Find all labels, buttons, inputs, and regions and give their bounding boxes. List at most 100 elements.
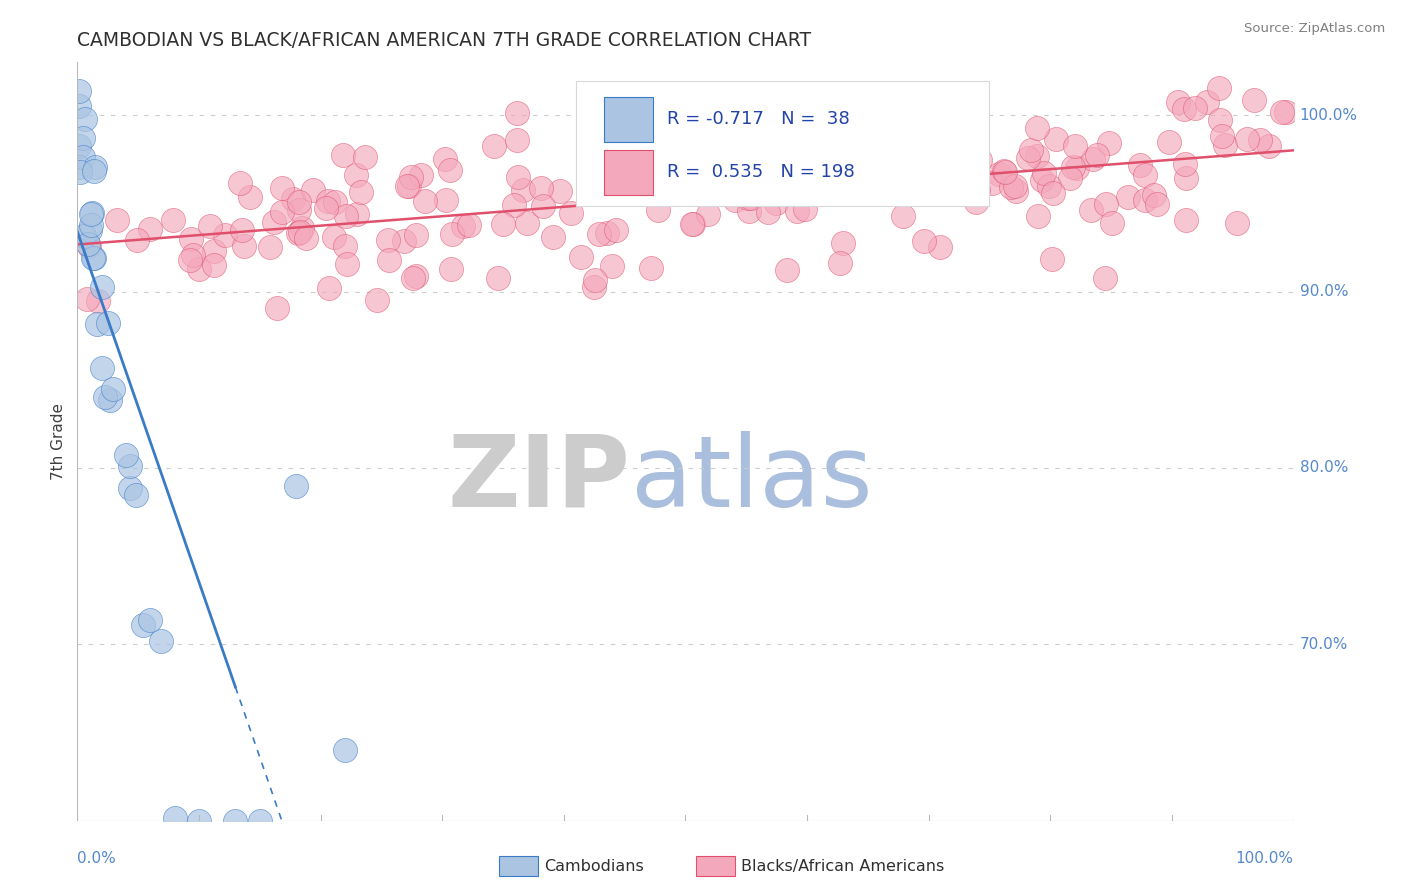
Point <box>76 292 98 306</box>
Point <box>1236 132 1258 146</box>
Point <box>353 150 375 164</box>
Point <box>617 161 640 176</box>
Point <box>181 248 204 262</box>
Point <box>1184 101 1206 115</box>
Point <box>259 240 281 254</box>
Point <box>647 202 669 217</box>
Point <box>396 178 419 193</box>
Point <box>560 206 582 220</box>
Point <box>83 161 105 175</box>
Point <box>315 201 337 215</box>
Point <box>402 270 425 285</box>
Point <box>405 269 427 284</box>
Point <box>682 217 704 231</box>
Point <box>738 204 761 219</box>
Point <box>1174 157 1197 171</box>
Point <box>366 293 388 308</box>
Point <box>287 226 309 240</box>
Point <box>640 261 662 276</box>
Point <box>335 209 357 223</box>
Point <box>631 183 654 197</box>
Point <box>1133 169 1156 183</box>
Point <box>890 179 912 194</box>
Point <box>756 205 779 219</box>
Point <box>1275 104 1298 119</box>
Point <box>1101 216 1123 230</box>
Point <box>266 301 288 316</box>
Point <box>288 226 311 240</box>
Text: R = -0.717   N =  38: R = -0.717 N = 38 <box>668 111 851 128</box>
Point <box>765 195 787 210</box>
Point <box>73 228 96 243</box>
Point <box>531 199 554 213</box>
Point <box>72 150 94 164</box>
Point <box>664 153 686 167</box>
Point <box>697 120 720 134</box>
Point <box>294 231 316 245</box>
Point <box>1243 93 1265 107</box>
Point <box>503 198 526 212</box>
Point <box>506 133 529 147</box>
Point <box>83 164 105 178</box>
Point <box>962 166 984 180</box>
Point <box>188 262 211 277</box>
Point <box>405 227 427 242</box>
Point <box>730 119 752 133</box>
Point <box>316 194 339 208</box>
Point <box>912 234 935 248</box>
Point <box>413 194 436 208</box>
Point <box>94 390 117 404</box>
Point <box>79 219 101 233</box>
Point <box>1032 166 1054 180</box>
Point <box>285 478 308 492</box>
Point <box>735 138 758 153</box>
Point <box>82 206 104 220</box>
Point <box>162 212 184 227</box>
Point <box>569 250 592 264</box>
Point <box>301 183 323 197</box>
Point <box>336 257 359 271</box>
Point <box>69 165 91 179</box>
Point <box>1045 132 1067 146</box>
Point <box>598 169 620 184</box>
Point <box>1004 184 1026 198</box>
Point <box>486 270 509 285</box>
Point <box>118 458 141 473</box>
Point <box>630 137 652 152</box>
Point <box>924 150 946 164</box>
Point <box>1038 178 1060 193</box>
Point <box>692 183 714 197</box>
Text: Cambodians: Cambodians <box>544 859 644 873</box>
Point <box>1257 139 1279 153</box>
Point <box>198 219 221 233</box>
Point <box>457 218 479 232</box>
Point <box>1209 113 1232 128</box>
Point <box>82 252 104 266</box>
Point <box>451 219 474 233</box>
Point <box>100 393 122 408</box>
Point <box>647 162 669 177</box>
Point <box>628 178 651 192</box>
Point <box>776 263 799 277</box>
Point <box>67 139 90 153</box>
Point <box>439 261 461 276</box>
Point <box>398 179 420 194</box>
Point <box>394 234 416 248</box>
Point <box>516 216 538 230</box>
Point <box>132 617 155 632</box>
Text: 100.0%: 100.0% <box>1299 108 1358 123</box>
Point <box>898 175 921 189</box>
Point <box>1000 180 1022 194</box>
Point <box>897 135 920 149</box>
Point <box>1174 213 1197 227</box>
Point <box>1026 149 1049 163</box>
Point <box>224 814 246 828</box>
Point <box>949 128 972 142</box>
Point <box>67 99 90 113</box>
Point <box>1094 270 1116 285</box>
Point <box>1211 129 1233 144</box>
Point <box>401 169 423 184</box>
Point <box>1175 170 1198 185</box>
Point <box>91 361 114 376</box>
Point <box>869 186 891 200</box>
